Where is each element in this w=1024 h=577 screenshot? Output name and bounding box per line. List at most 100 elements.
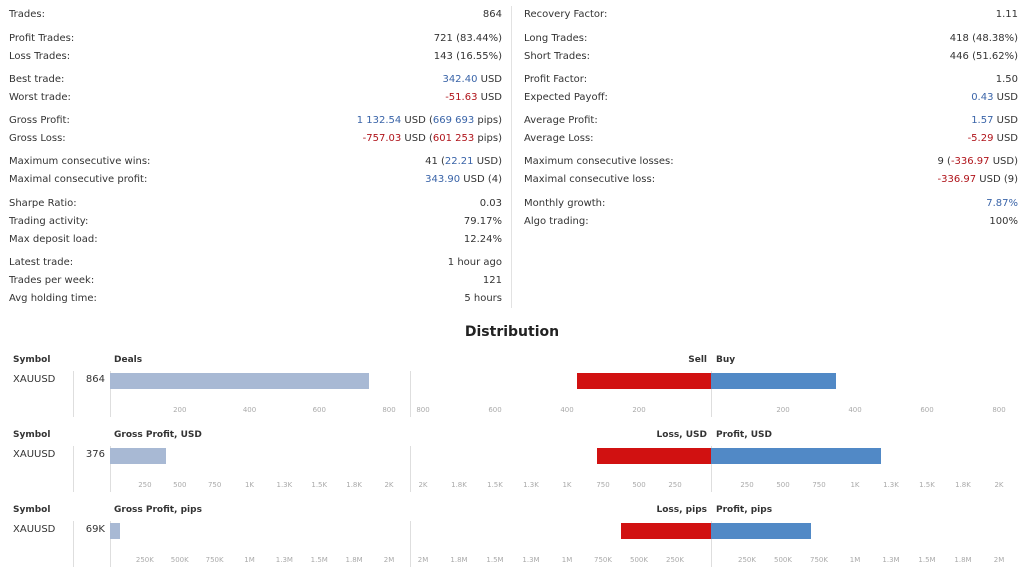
stat-value-value: 864: [482, 9, 502, 20]
positive-axis-tick: 1.8K: [955, 481, 971, 489]
stat-value: -336.97 USD (9): [938, 171, 1019, 189]
grid-separator: [73, 521, 74, 567]
negative-header: Sell: [688, 355, 707, 365]
symbol-header: Symbol: [13, 430, 51, 440]
positive-axis-tick: 250K: [738, 556, 756, 564]
total-axis-tick: 400: [242, 406, 257, 414]
stat-row: Loss Trades: 143 (16.55%): [9, 48, 502, 66]
stat-label: Trading activity:: [9, 216, 89, 227]
stat-label: Worst trade:: [9, 92, 71, 103]
total-axis-tick: 1.5M: [310, 556, 328, 564]
total-axis-tick: 600: [312, 406, 326, 414]
total-value: 69K: [85, 524, 105, 535]
stat-value: 9 (-336.97 USD): [937, 153, 1018, 171]
stat-row: Maximum consecutive losses: 9 (-336.97 US…: [524, 153, 1018, 171]
stat-label: Max deposit load:: [9, 234, 98, 245]
stat-value: 343.90 USD (4): [425, 171, 502, 189]
stat-label: Loss Trades:: [9, 51, 71, 62]
stat-value: 418 (48.38%): [950, 30, 1018, 48]
stat-row: Average Loss: -5.29 USD: [524, 130, 1018, 148]
stat-value: 100%: [989, 213, 1018, 231]
total-axis-tick: 250: [138, 481, 152, 489]
stat-row: Gross Profit: 1 132.54 USD (669 693 pips): [9, 112, 502, 130]
stat-value-value: 1.50: [995, 74, 1018, 85]
positive-bar: [711, 523, 812, 539]
stat-value: 1.57 USD: [971, 112, 1018, 130]
total-axis-tick: 750: [207, 481, 222, 489]
stat-value-value: 0.43: [971, 92, 994, 103]
total-bar: [110, 448, 167, 464]
stat-row: Profit Trades: 721 (83.44%): [9, 30, 502, 48]
grid-separator: [711, 371, 712, 417]
total-axis-tick: 250K: [135, 556, 154, 564]
negative-axis-tick: 250: [668, 481, 682, 489]
stat-value: 0.03: [480, 195, 502, 213]
stat-row: Gross Loss: -757.03 USD (601 253 pips): [9, 130, 502, 148]
symbol-header: Symbol: [13, 505, 51, 515]
stat-value-unit: USD (4): [460, 174, 502, 185]
stat-row: Maximum consecutive wins: 41 (22.21 USD): [9, 153, 502, 171]
positive-header: Buy: [716, 355, 736, 365]
positive-bar: [711, 373, 837, 389]
negative-bar: [577, 373, 711, 389]
stat-value-value: 7.87%: [986, 198, 1018, 209]
positive-axis-tick: 600: [920, 406, 934, 414]
total-axis-tick: 500K: [170, 556, 189, 564]
distribution-title: Distribution: [464, 324, 560, 340]
stat-label: Average Profit:: [524, 115, 598, 126]
total-axis-tick: 1.5K: [311, 481, 328, 489]
negative-axis-tick: 1.3K: [523, 481, 539, 489]
total-axis-tick: 1.8K: [346, 481, 362, 489]
stat-value-value: -757.03: [362, 133, 402, 144]
stat-value-value: 5 hours: [464, 293, 502, 304]
stat-value-unit: USD (: [401, 133, 433, 144]
stat-label: Average Loss:: [524, 133, 594, 144]
stat-value: 446 (51.62%): [950, 48, 1018, 66]
stat-row: Max deposit load: 12.24%: [9, 231, 502, 249]
stat-value-unit2: pips): [474, 115, 502, 126]
stat-label: Maximum consecutive losses:: [524, 156, 674, 167]
stat-label: Avg holding time:: [9, 293, 97, 304]
stat-value: 1.11: [996, 6, 1018, 24]
stat-row: Maximal consecutive profit: 343.90 USD (4…: [9, 171, 502, 189]
stat-value-value: 446 (51.62%): [949, 51, 1018, 62]
stat-row: Trades: 864: [9, 6, 502, 24]
stat-value: -5.29 USD: [968, 130, 1018, 148]
stat-value-value: 343.90: [425, 174, 461, 185]
total-bar: [110, 373, 370, 389]
stat-value: -51.63 USD: [445, 89, 502, 107]
stat-value-unit: USD): [989, 156, 1018, 167]
stat-value: 0.43 USD: [971, 89, 1018, 107]
negative-axis-tick: 1.8K: [451, 481, 467, 489]
positive-axis-tick: 750: [812, 481, 826, 489]
stat-value-unit: USD: [477, 92, 502, 103]
stat-value-value: -5.29: [967, 133, 994, 144]
grid-separator: [110, 446, 111, 492]
stat-label: Profit Trades:: [9, 33, 75, 44]
stat-value-value: 1.57: [971, 115, 994, 126]
total-axis-tick: 2M: [383, 556, 395, 564]
stat-row: Maximal consecutive loss: -336.97 USD (9): [524, 171, 1018, 189]
stat-value-value: 1.11: [995, 9, 1018, 20]
trading-stats-panel: Trades: 864 Profit Trades: 721 (83.44%) Loss…: [9, 6, 1018, 308]
stat-label: Trades:: [9, 9, 45, 20]
total-axis-tick: 1M: [244, 556, 255, 564]
stat-row: Sharpe Ratio: 0.03: [9, 195, 502, 213]
total-axis-tick: 800: [382, 406, 396, 414]
stat-label: Gross Loss:: [9, 133, 66, 144]
stat-label: Trades per week:: [9, 275, 95, 286]
stat-value: 1 132.54 USD (669 693 pips): [357, 112, 502, 130]
positive-axis-tick: 1.5K: [919, 481, 935, 489]
negative-axis-tick: 1.5M: [486, 556, 504, 564]
stat-value-unit: USD (9): [976, 174, 1018, 185]
stat-value: 1 hour ago: [448, 254, 502, 272]
grid-separator: [110, 371, 111, 417]
total-header: Gross Profit, pips: [114, 505, 202, 515]
stat-value: 7.87%: [986, 195, 1018, 213]
stat-value: 143 (16.55%): [434, 48, 502, 66]
total-value: 864: [85, 374, 105, 385]
stat-value-unit: USD: [477, 74, 502, 85]
stat-row: Short Trades: 446 (51.62%): [524, 48, 1018, 66]
total-axis-tick: 500: [173, 481, 187, 489]
positive-axis-tick: 1K: [850, 481, 860, 489]
